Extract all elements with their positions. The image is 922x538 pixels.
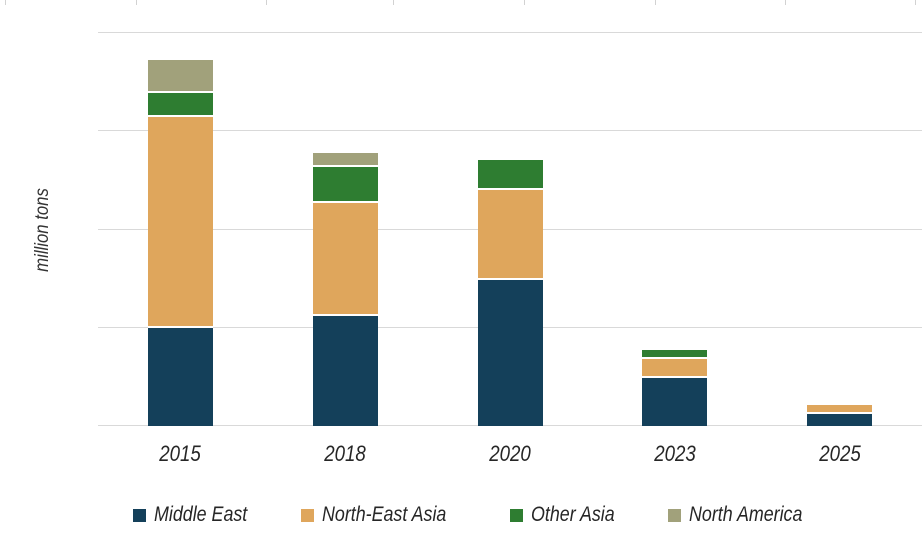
bar-segment-middle-east-2025 bbox=[807, 414, 873, 426]
bar-segment-other-asia-2023 bbox=[642, 349, 708, 359]
bar-segment-north-east-asia-2020 bbox=[477, 190, 543, 281]
bar-segment-middle-east-2023 bbox=[642, 377, 708, 426]
legend-item-middle-east: Middle East bbox=[133, 501, 264, 529]
top-tick-mark bbox=[266, 0, 267, 5]
legend-marker-other-asia bbox=[510, 508, 523, 522]
legend-marker-middle-east bbox=[133, 508, 146, 522]
bar-segment-north-east-asia-2015 bbox=[147, 117, 213, 328]
top-tick-mark bbox=[524, 0, 525, 5]
bar-segment-middle-east-2020 bbox=[477, 280, 543, 426]
bar-2018 bbox=[312, 152, 378, 426]
legend-marker-north-east-asia bbox=[301, 508, 314, 522]
bar-2025 bbox=[807, 405, 873, 426]
top-tick-mark bbox=[393, 0, 394, 5]
legend-label-north-america: North America bbox=[689, 503, 803, 526]
top-tick-mark bbox=[915, 0, 916, 5]
x-tick-label-2018: 2018 bbox=[324, 441, 366, 466]
bar-segment-other-asia-2015 bbox=[147, 93, 213, 118]
top-tick-mark bbox=[655, 0, 656, 5]
bar-segment-north-america-2018 bbox=[312, 152, 378, 167]
legend-label-middle-east: Middle East bbox=[154, 503, 248, 526]
x-axis: 2015 2018 2020 2023 2025 bbox=[0, 441, 922, 471]
legend-item-north-america: North America bbox=[668, 501, 822, 529]
x-tick-label-2025: 2025 bbox=[818, 441, 861, 466]
x-tick-label-2020: 2020 bbox=[489, 441, 531, 466]
top-tick-mark bbox=[5, 0, 6, 5]
bar-segment-other-asia-2020 bbox=[477, 159, 543, 191]
bar-2015 bbox=[147, 60, 213, 426]
bar-segment-middle-east-2018 bbox=[312, 315, 378, 426]
plot-area bbox=[98, 32, 922, 426]
gridline bbox=[98, 32, 922, 33]
top-tick-mark bbox=[785, 0, 786, 5]
bar-segment-north-east-asia-2023 bbox=[642, 358, 708, 378]
bar-segment-north-east-asia-2025 bbox=[807, 405, 873, 415]
bar-segment-north-east-asia-2018 bbox=[312, 202, 378, 316]
y-axis-title: million tons bbox=[32, 188, 53, 272]
legend-item-other-asia: Other Asia bbox=[510, 501, 629, 529]
bar-segment-north-america-2015 bbox=[147, 60, 213, 94]
x-tick-label-2023: 2023 bbox=[653, 441, 696, 466]
legend-item-north-east-asia: North-East Asia bbox=[301, 501, 468, 529]
legend-label-other-asia: Other Asia bbox=[531, 503, 615, 526]
top-tick-mark bbox=[136, 0, 137, 5]
gridline bbox=[98, 130, 922, 132]
legend-label-north-east-asia: North-East Asia bbox=[322, 503, 447, 526]
bar-2023 bbox=[642, 349, 708, 426]
bar-segment-other-asia-2018 bbox=[312, 166, 378, 203]
legend: Middle East North-East Asia Other Asia Nort… bbox=[0, 501, 922, 529]
bar-2020 bbox=[477, 159, 543, 426]
legend-marker-north-america bbox=[668, 508, 681, 522]
bar-segment-middle-east-2015 bbox=[147, 327, 213, 426]
x-tick-label-2015: 2015 bbox=[159, 441, 202, 466]
